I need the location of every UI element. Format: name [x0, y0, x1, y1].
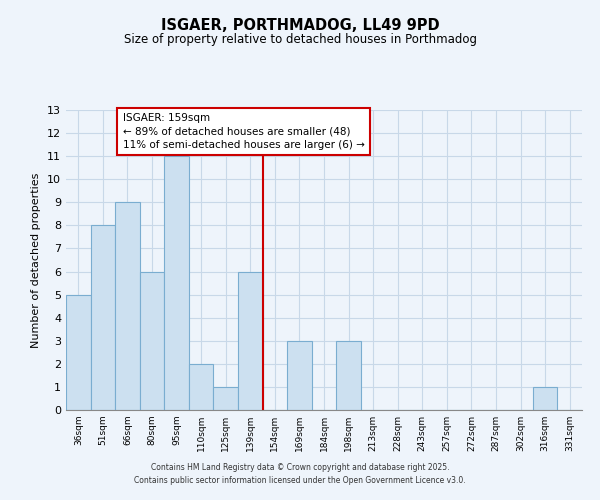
Bar [287, 341, 312, 410]
Bar [189, 364, 214, 410]
Bar [214, 387, 238, 410]
Y-axis label: Number of detached properties: Number of detached properties [31, 172, 41, 348]
Text: Size of property relative to detached houses in Porthmadog: Size of property relative to detached ho… [124, 32, 476, 46]
Bar [91, 226, 115, 410]
Bar [164, 156, 189, 410]
Text: Contains HM Land Registry data © Crown copyright and database right 2025.
Contai: Contains HM Land Registry data © Crown c… [134, 464, 466, 485]
Bar [115, 202, 140, 410]
Bar [336, 341, 361, 410]
Bar [238, 272, 263, 410]
Bar [140, 272, 164, 410]
Text: ISGAER, PORTHMADOG, LL49 9PD: ISGAER, PORTHMADOG, LL49 9PD [161, 18, 439, 32]
Text: ISGAER: 159sqm
← 89% of detached houses are smaller (48)
11% of semi-detached ho: ISGAER: 159sqm ← 89% of detached houses … [122, 114, 364, 150]
Bar [533, 387, 557, 410]
Bar [66, 294, 91, 410]
